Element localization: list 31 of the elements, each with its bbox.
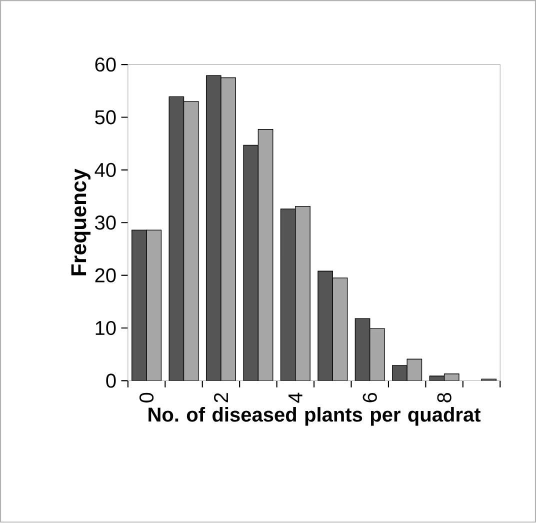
bar	[407, 359, 422, 381]
x-tick-label: 6	[362, 393, 377, 402]
x-tick-label: 0	[139, 393, 154, 403]
bar	[168, 96, 184, 381]
y-tick-label: 60	[95, 58, 116, 72]
y-axis-title: Frequency	[71, 168, 90, 276]
y-tick-label: 20	[95, 268, 116, 283]
x-tick-label: 4	[288, 392, 302, 403]
bar	[318, 270, 333, 381]
bar	[258, 129, 274, 381]
bar	[392, 366, 408, 381]
bar	[444, 374, 459, 381]
x-axis-title: No. of diseased plants per quadrat	[148, 407, 481, 426]
bar	[354, 318, 370, 381]
y-tick-label: 50	[95, 110, 116, 125]
bar	[295, 206, 310, 381]
bar	[280, 208, 296, 381]
bar	[206, 75, 222, 381]
bar	[132, 230, 147, 381]
x-tick-label: 8	[437, 393, 452, 403]
y-tick-label: 10	[96, 321, 116, 336]
bar	[332, 278, 348, 381]
x-tick-label: 2	[214, 393, 228, 402]
bar	[183, 101, 199, 381]
y-tick-label: 0	[106, 374, 116, 388]
bar	[370, 328, 385, 381]
bar	[146, 230, 162, 381]
bar	[243, 145, 259, 381]
y-tick-label: 30	[95, 216, 116, 230]
bar	[220, 78, 236, 381]
y-tick-label: 40	[94, 163, 116, 178]
